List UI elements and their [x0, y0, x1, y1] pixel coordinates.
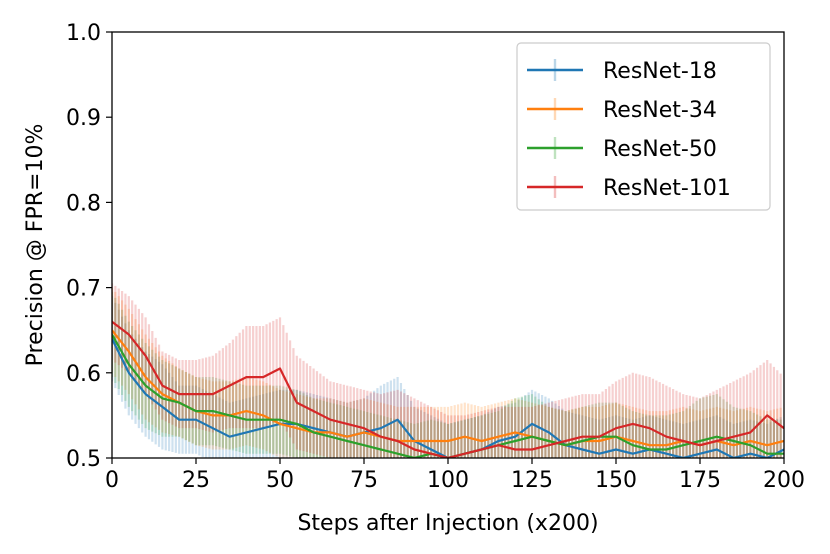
- series-line-resnet-34: [112, 329, 784, 447]
- legend-entry: ResNet-101: [527, 176, 731, 201]
- legend-entry: ResNet-18: [527, 59, 717, 84]
- legend-label: ResNet-18: [603, 59, 717, 84]
- y-tick-label: 0.5: [66, 447, 101, 472]
- x-tick-label: 200: [763, 468, 805, 493]
- legend-entry: ResNet-50: [527, 137, 717, 162]
- x-axis: 0 25 50 75 100 125 150 175 200: [105, 458, 805, 493]
- legend: ResNet-18 ResNet-34 ResNet-50 ResNet-101: [516, 42, 771, 211]
- legend-box: [516, 42, 771, 211]
- x-tick-label: 25: [182, 468, 210, 493]
- y-tick-label: 0.6: [66, 362, 101, 387]
- series-lines: [112, 320, 784, 458]
- y-tick-label: 1.0: [66, 21, 101, 46]
- x-tick-label: 0: [105, 468, 119, 493]
- y-tick-label: 0.8: [66, 191, 101, 216]
- x-tick-label: 125: [511, 468, 553, 493]
- legend-entry: ResNet-34: [527, 98, 717, 123]
- y-axis: 0.5 0.6 0.7 0.8 0.9 1.0: [66, 21, 112, 472]
- legend-label: ResNet-50: [603, 137, 717, 162]
- legend-label: ResNet-34: [603, 98, 717, 123]
- y-tick-label: 0.7: [66, 277, 101, 302]
- x-tick-label: 75: [350, 468, 378, 493]
- x-tick-label: 100: [427, 468, 469, 493]
- series-line-resnet-50: [112, 333, 784, 458]
- x-tick-label: 175: [679, 468, 721, 493]
- series-line-resnet-18: [112, 338, 784, 458]
- legend-label: ResNet-101: [603, 176, 731, 201]
- y-axis-title: Precision @ FPR=10%: [23, 124, 48, 367]
- x-axis-title: Steps after Injection (x200): [297, 511, 598, 536]
- y-tick-label: 0.9: [66, 106, 101, 131]
- x-tick-label: 150: [595, 468, 637, 493]
- x-tick-label: 50: [266, 468, 294, 493]
- series-line-resnet-101: [112, 320, 784, 458]
